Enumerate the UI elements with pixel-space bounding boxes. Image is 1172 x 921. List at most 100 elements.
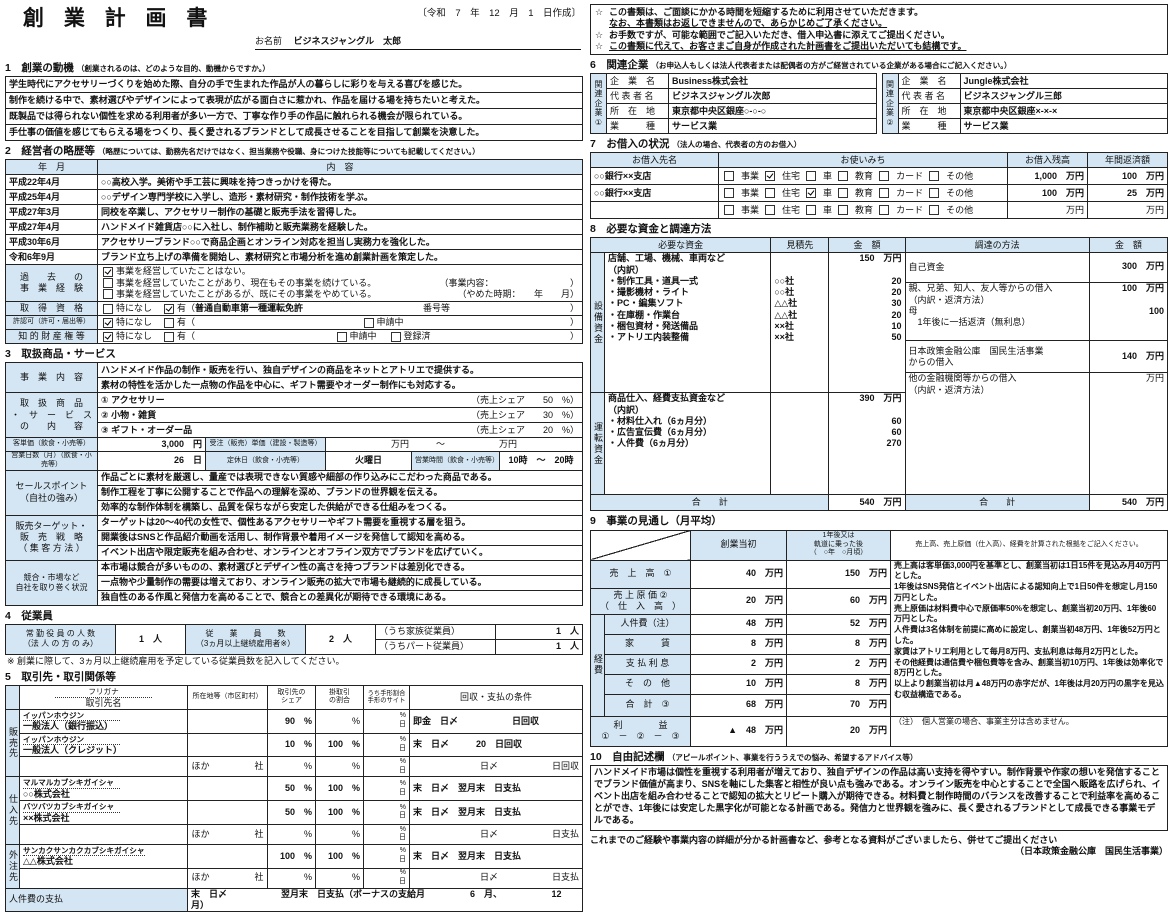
- method-family-loan: 親、兄弟、知人、友人等からの借入 （内訳・返済方法） 母 1年後に一括返済（無利…: [904, 282, 1090, 342]
- field-label: 企 業 名: [606, 73, 669, 90]
- checkbox-ip-registered[interactable]: [390, 331, 401, 342]
- client-address: ほか 社: [187, 756, 268, 778]
- lender-name: ○○銀行××支店: [590, 184, 719, 203]
- checkbox-usage-car[interactable]: [806, 171, 817, 182]
- checkbox-usage-other[interactable]: [929, 188, 940, 199]
- col-furigana: フリガナ: [55, 687, 152, 698]
- working-estimate-sources: [770, 392, 830, 496]
- col-at-start: 創業当初: [690, 529, 787, 561]
- history-date: 平成27年4月: [5, 219, 98, 236]
- history-text: ハンドメイド雑貨店○○に入社し、制作補助と販売業務を経験した。: [97, 219, 583, 236]
- checkbox-usage-business[interactable]: [724, 205, 734, 216]
- industry: サービス業: [668, 118, 877, 135]
- profit-at-start: ▲ 48 万円: [690, 715, 787, 747]
- note-line: ☆ お手数ですが、可能な範囲でご記入いただき、借入申込書に添えてご提出ください。: [595, 30, 1163, 41]
- checkbox-qual-has[interactable]: [164, 303, 175, 314]
- credit-ratio-value: 100 %: [315, 843, 364, 869]
- checkbox-ip-none[interactable]: [103, 331, 113, 342]
- working-amounts: 390 万円 60 60 270: [828, 392, 906, 496]
- sec7-table: お借入先名 お使いみち お借入残高 年間返済額 ○○銀行××支店 事業 住宅 車…: [590, 152, 1168, 220]
- credit-ratio-value: %: [315, 823, 364, 845]
- usage-label: 事業: [741, 204, 760, 215]
- client-cell: [19, 756, 188, 778]
- rent-at-start: 8 万円: [690, 633, 787, 655]
- sec2-table: 年 月 内 容 平成22年4月 ○○高校入学。美術や手工芸に興味を持つきっかけを得…: [5, 159, 583, 344]
- business-days-value: 26 日: [97, 451, 206, 471]
- permit-label: 許認可（許可・届出等）: [5, 315, 98, 330]
- client-cell: イッパンホウジン 一般法人（クレジット）: [19, 732, 188, 758]
- note-text: なお、本書類はお返しできませんので、あらかじめご了承ください。: [609, 18, 888, 29]
- checkbox-usage-housing[interactable]: [765, 171, 776, 182]
- share-value: 50 %: [267, 800, 316, 825]
- sec7-heading: 7 お借入の状況 （法人の場合、代表者の方のお借入）: [590, 138, 1168, 151]
- col-amount: 金 額: [828, 237, 906, 254]
- footer-note: これまでのご経験や事業内容の詳細が分かる計画書など、参考となる資料がございました…: [590, 834, 1058, 845]
- created-date: 〔令和 7 年 12 月 1 日作成〕: [417, 8, 581, 19]
- checkbox-usage-car[interactable]: [806, 205, 817, 216]
- sec9-heading: 9 事業の見通し（月平均）: [590, 515, 1168, 528]
- checkbox-qual-none[interactable]: [103, 303, 113, 314]
- col-lender: お借入先名: [590, 152, 719, 169]
- col-client-name: フリガナ 取引先名: [19, 685, 188, 710]
- group-sales-destinations: 販 売 先: [5, 708, 20, 778]
- competition-line: 本市場は競合が多いものの、素材選びとデザイン性の高さを持つブランドは差別化できる…: [97, 559, 583, 576]
- checkbox-usage-business[interactable]: [724, 171, 734, 182]
- checkbox-usage-other[interactable]: [929, 171, 940, 182]
- sec3-table: 事 業 内 容 ハンドメイド作品の制作・販売を行い、独自デザインの商品をネットと…: [5, 362, 583, 439]
- checkbox-running-business[interactable]: [103, 278, 113, 289]
- loan-usage: 事業 住宅 車 教育 カード その他: [718, 167, 1008, 186]
- lender-name: [590, 201, 719, 220]
- checkbox-usage-education[interactable]: [838, 205, 849, 216]
- hours-value: 10時 ～ 20時: [499, 451, 583, 471]
- checkbox-usage-card[interactable]: [879, 188, 890, 199]
- order-price-value: 万円 ～ 万円: [325, 437, 583, 453]
- checkbox-quit-business[interactable]: [103, 289, 113, 300]
- products-label: 取 扱 商 品 ・ サ ー ビ ス の 内 容: [5, 392, 98, 439]
- usage-label: 住宅: [782, 170, 801, 181]
- checkbox-permit-none[interactable]: [103, 317, 113, 328]
- checkbox-usage-card[interactable]: [879, 205, 890, 216]
- sec5-heading: 5 取引先・取引関係等: [5, 671, 583, 684]
- checkbox-usage-housing[interactable]: [765, 188, 776, 199]
- checkbox-usage-other[interactable]: [929, 205, 940, 216]
- history-date: 平成30年6月: [5, 234, 98, 251]
- share-value: 50 %: [267, 776, 316, 802]
- related-company-2-group: 関 連 企 業 ②: [881, 73, 899, 135]
- share-value: 10 %: [267, 732, 316, 758]
- checkbox-ip-pending[interactable]: [336, 331, 347, 342]
- note-text: お手数ですが、可能な範囲でご記入いただき、借入申込書に添えてご提出ください。: [609, 29, 950, 40]
- own-funds-amount: 300 万円: [1088, 252, 1169, 284]
- target-strategy-line: イベント出店や限定販売を組み合わせ、オンラインとオフライン双方でブランドを広げて…: [97, 544, 583, 561]
- sec7-note: （法人の場合、代表者の方のお借入）: [672, 140, 802, 150]
- checkbox-usage-education[interactable]: [838, 171, 849, 182]
- checkbox-usage-education[interactable]: [838, 188, 849, 199]
- client-address: [187, 732, 268, 758]
- checkbox-permit-pending[interactable]: [363, 317, 374, 328]
- usage-label: カード: [896, 187, 924, 198]
- checkbox-usage-card[interactable]: [879, 171, 890, 182]
- loan-usage: 事業 住宅 車 教育 カード その他: [718, 184, 1008, 203]
- other-at-start: 10 万円: [690, 673, 787, 695]
- sec10-title: 10 自由記述欄: [590, 750, 665, 763]
- checkbox-usage-housing[interactable]: [765, 205, 776, 216]
- usage-label: 車: [823, 170, 833, 181]
- checkbox-usage-car[interactable]: [806, 188, 817, 199]
- checkbox-usage-business[interactable]: [724, 188, 734, 199]
- checkbox-no-business[interactable]: [103, 266, 113, 277]
- product-name: ③ ギフト・オーダー品: [101, 424, 193, 435]
- history-text: アクセサリーブランド○○で商品企画とオンライン対応を担当し実務力を強化した。: [97, 234, 583, 251]
- terms-value: 日〆 日回収: [409, 756, 583, 778]
- col-after-one-year: 1年後又は 軌道に乗った後 （ ○年 ○月頃）: [786, 529, 891, 561]
- motive-line: 既製品では得られない個性を求める利用者が多い一方で、丁寧な作り手の作品に触れられ…: [5, 108, 583, 126]
- company-name: Jungle株式会社: [959, 73, 1168, 90]
- star-icon: ☆: [595, 29, 604, 40]
- checkbox-permit-has[interactable]: [164, 317, 175, 328]
- checkbox-ip-has[interactable]: [164, 331, 175, 342]
- option-suffix: （やめた時期： 年 月）: [457, 288, 579, 299]
- annual-repayment: 25 万円: [1087, 184, 1168, 203]
- profit-footnote: （注） 個人営業の場合、事業主分は含めません。: [890, 715, 1168, 747]
- company-name: Business株式会社: [668, 73, 877, 90]
- usage-label: 教育: [855, 187, 874, 198]
- competition-label: 競合・市場など 自社を取り巻く状況: [5, 559, 98, 606]
- col-content: 内 容: [97, 159, 583, 176]
